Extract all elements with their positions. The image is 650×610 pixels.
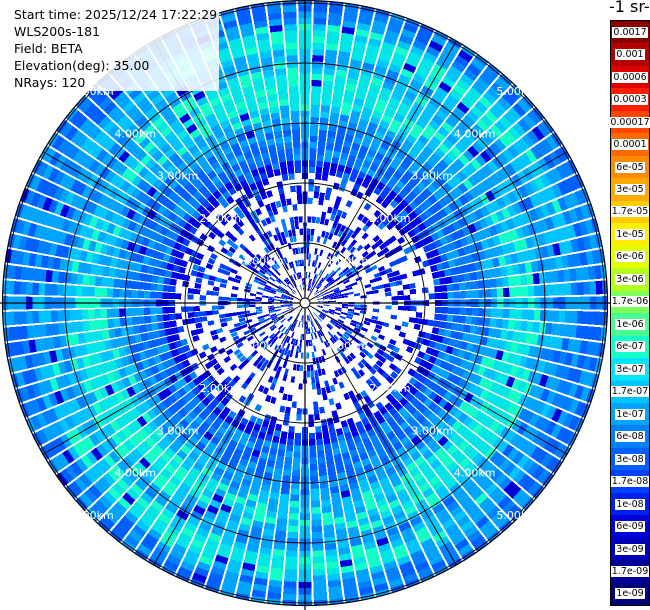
colorbar-level: 1.7e-07 — [610, 380, 650, 403]
range-label: 5.00km — [72, 509, 114, 522]
colorbar-tick-label: 3e-07 — [615, 363, 645, 375]
device-name-text: WLS200s-181 — [14, 24, 100, 39]
colorbar-level: 0.0017 — [611, 21, 649, 44]
range-label: 4.00km — [454, 467, 496, 480]
range-label: 5.00km — [496, 509, 538, 522]
colorbar-level: 1.7e-08 — [610, 470, 650, 493]
colorbar-tick-label: 1.7e-05 — [610, 206, 650, 218]
colorbar-level: 3e-07 — [611, 358, 649, 381]
colorbar-tick-label: 3e-08 — [615, 453, 645, 465]
colorbar-level: 3e-06 — [611, 268, 649, 291]
scan-data — [2, 0, 608, 606]
range-label: 4.00km — [115, 127, 157, 140]
colorbar-level: 1e-09 — [611, 582, 649, 606]
colorbar-tick-label: 6e-08 — [615, 431, 645, 443]
colorbar-level: 0.0001 — [611, 133, 649, 156]
field-text: Field: BETA — [14, 41, 83, 56]
colorbar-tick-label: 6e-07 — [615, 341, 645, 353]
start-time-text: Start time: 2025/12/24 17:22:29 — [14, 7, 218, 22]
range-label: 1.00km — [242, 339, 284, 352]
colorbar-tick-label: 3e-09 — [615, 543, 645, 555]
range-label: 1.00km — [327, 339, 369, 352]
colorbar-tick-label: 1e-05 — [615, 228, 645, 240]
colorbar-tick-label: 6e-06 — [615, 251, 645, 263]
elevation-text: Elevation(deg): 35.00 — [14, 58, 150, 73]
range-label: 3.00km — [411, 424, 453, 437]
colorbar-tick-label: 0.00017 — [609, 116, 650, 128]
colorbar-tick-label: 1e-07 — [615, 408, 645, 420]
colorbar-tick-label: 1.7e-09 — [610, 565, 650, 577]
colorbar-level: 6e-07 — [611, 335, 649, 359]
nrays-text: NRays: 120 — [14, 75, 86, 90]
colorbar-tick-label: 0.0017 — [612, 26, 648, 38]
azimuth-spoke — [42, 302, 306, 455]
colorbar-level: 6e-06 — [611, 245, 649, 269]
colorbar-tick-label: 1.7e-07 — [610, 386, 650, 398]
range-label: 2.00km — [199, 212, 241, 225]
colorbar-level: 1.7e-09 — [610, 560, 650, 583]
colorbar-level: 3e-08 — [611, 447, 649, 471]
colorbar-tick-label: 1.7e-06 — [610, 296, 650, 308]
colorbar-level: 6e-08 — [611, 425, 649, 448]
colorbar-level: 1.7e-05 — [610, 200, 650, 224]
range-label: 3.00km — [157, 424, 199, 437]
colorbar-level: 0.00017 — [609, 110, 650, 134]
range-label: 5.00km — [496, 85, 538, 98]
range-label: 2.00km — [369, 382, 411, 395]
radar-center-marker — [299, 297, 311, 309]
colorbar-tick-label: 1e-09 — [615, 588, 645, 600]
colorbar-tick-label: 1e-08 — [615, 498, 645, 510]
colorbar-level: 3e-05 — [611, 178, 649, 201]
colorbar-level: 0.001 — [611, 43, 649, 66]
range-label: 2.00km — [199, 382, 241, 395]
azimuth-spoke — [153, 302, 306, 566]
colorbar-level: 1.7e-06 — [610, 290, 650, 314]
azimuth-spoke — [304, 302, 457, 566]
colorbar-tick-label: 0.0001 — [612, 139, 648, 151]
range-label: 4.00km — [115, 467, 157, 480]
colorbar-level: 1e-06 — [611, 313, 649, 336]
colorbar-tick-label: 0.0003 — [612, 94, 648, 106]
colorbar-level: 1e-08 — [611, 492, 649, 516]
range-label: 3.00km — [157, 170, 199, 183]
colorbar-tick-label: 6e-05 — [615, 161, 645, 173]
range-label: 1.00km — [242, 255, 284, 268]
colorbar-tick-label: 0.001 — [615, 49, 645, 61]
colorbar-level: 0.0006 — [611, 65, 649, 89]
azimuth-spoke — [304, 151, 568, 304]
range-labels: 1.00km 1.00km 1.00km 1.00km 2.00km 2.00km 2.00… — [72, 85, 538, 522]
colorbar-level: 1e-07 — [611, 402, 649, 426]
azimuth-spoke — [42, 151, 306, 304]
range-label: 1.00km — [327, 255, 369, 268]
azimuth-spoke — [304, 40, 457, 304]
range-label: 4.00km — [454, 127, 496, 140]
colorbar-tick-label: 3e-05 — [615, 184, 645, 196]
colorbar-level: 1e-05 — [611, 223, 649, 246]
scan-info: Start time: 2025/12/24 17:22:29 WLS200s-… — [12, 6, 220, 91]
colorbar: 0.0017 0.001 0.0006 0.0003 0.00017 0.0001 6e-0… — [609, 20, 650, 606]
azimuth-spoke — [304, 302, 568, 455]
ppi-scan-plot: 1.00km 1.00km 1.00km 1.00km 2.00km 2.00km 2.00… — [0, 0, 610, 610]
range-label: 2.00km — [369, 212, 411, 225]
colorbar-tick-label: 1e-06 — [615, 318, 645, 330]
colorbar-level: 6e-05 — [611, 155, 649, 179]
range-label: 3.00km — [411, 170, 453, 183]
colorbar-level: 6e-09 — [611, 515, 649, 538]
colorbar-units: -1 sr-1 — [609, 0, 650, 16]
colorbar-tick-label: 6e-09 — [615, 521, 645, 533]
colorbar-level: 0.0003 — [611, 88, 649, 111]
colorbar-tick-label: 1.7e-08 — [610, 476, 650, 488]
colorbar-tick-label: 3e-06 — [615, 273, 645, 285]
colorbar-tick-label: 0.0006 — [612, 71, 648, 83]
colorbar-level: 3e-09 — [611, 537, 649, 561]
